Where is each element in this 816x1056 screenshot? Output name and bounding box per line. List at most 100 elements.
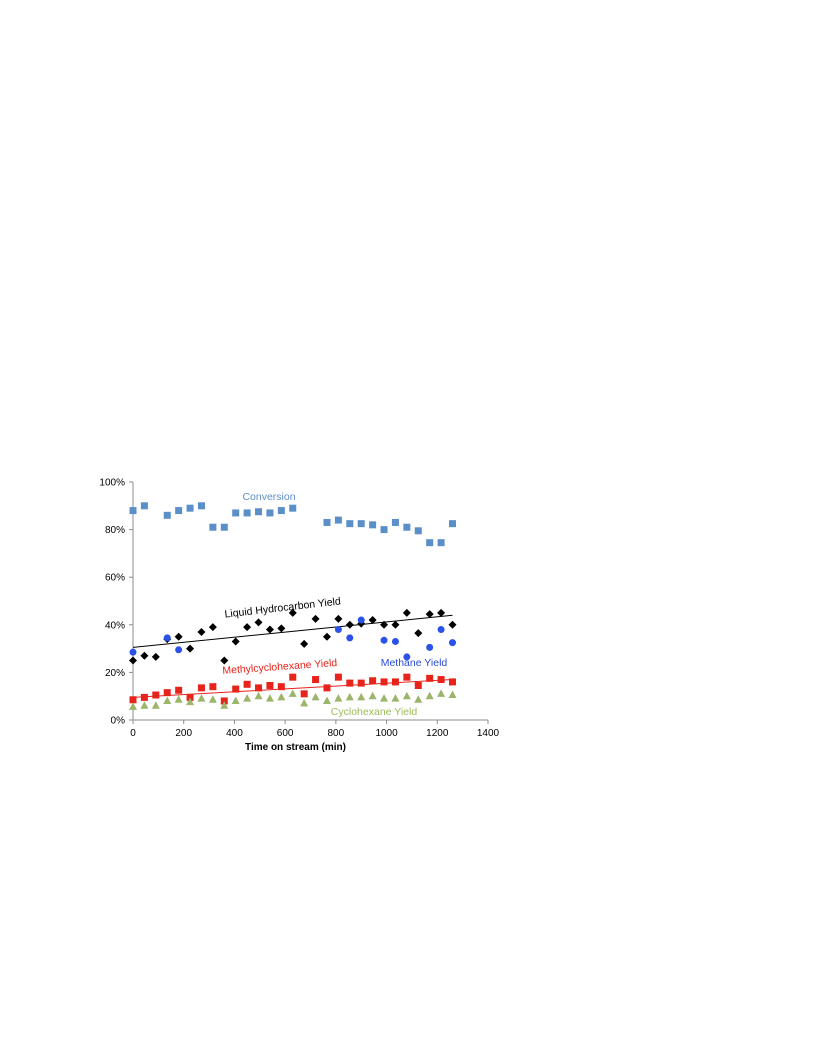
liquid-hydrocarbon-yield-point (151, 652, 160, 661)
conversion-point (346, 520, 354, 528)
data-points (129, 502, 457, 710)
cyclohexane-yield-point (300, 698, 309, 707)
liquid-hydrocarbon-yield-point (129, 656, 137, 665)
liquid-hydrocarbon-yield-point (140, 651, 149, 660)
cyclohexane-yield-point (402, 691, 411, 700)
methylcyclohexane-yield-point (277, 683, 285, 691)
methylcyclohexane-yield-point (380, 678, 388, 686)
conversion-point (334, 516, 342, 524)
liquid-hydrocarbon-yield-point (322, 632, 331, 641)
conversion-point (243, 509, 251, 517)
conversion-label: Conversion (242, 491, 295, 503)
methane-yield-point (426, 643, 434, 651)
methylcyclohexane-yield-point (255, 684, 263, 692)
cyclohexane-yield-point (197, 694, 206, 702)
conversion-point (277, 507, 285, 515)
liquid-hydrocarbon-yield-point (414, 629, 423, 638)
methane-yield-point (449, 639, 456, 647)
conversion-point (186, 504, 194, 512)
conversion-point (209, 523, 217, 531)
methylcyclohexane-yield-point (232, 685, 240, 693)
methylcyclohexane-yield-point (312, 676, 320, 684)
liquid-hydrocarbon-yield-point (391, 620, 400, 629)
liquid-hydrocarbon-yield-point (380, 620, 389, 629)
series-labels: Conversion Liquid Hydrocarbon Yield Methan… (222, 491, 447, 718)
conversion-point (426, 539, 434, 547)
x-tick-label: 600 (277, 728, 294, 739)
conversion-point (220, 523, 228, 531)
conversion-point (437, 539, 445, 547)
methylcyclohexane-yield-point (426, 674, 434, 682)
cyclohexane-yield-point (414, 695, 423, 703)
conversion-point (289, 504, 297, 512)
x-tick-label: 1000 (375, 728, 398, 739)
liquid-hydrocarbon-yield-point (243, 623, 252, 632)
liquid-hydrocarbon-yield-point (402, 608, 411, 617)
y-tick-label: 0% (111, 716, 126, 727)
y-tick-label: 60% (105, 573, 125, 584)
methylcyclohexane-yield-point (414, 681, 422, 689)
conversion-point (391, 518, 399, 526)
cyclohexane-yield-point (391, 694, 400, 702)
liquid-hydrocarbon-yield-point (254, 618, 263, 627)
x-axis-ticks: 0 200 400 600 800 1000 1200 1400 (130, 720, 500, 739)
trendlines (132, 614, 453, 698)
liquid-hydrocarbon-yield-point (300, 639, 309, 648)
methylcyclohexane-yield-point (449, 678, 456, 686)
liquid-hydrocarbon-yield-point (437, 608, 446, 617)
methane-yield-point (175, 646, 183, 654)
liquid-hydrocarbon-yield-point (265, 625, 274, 634)
conversion-point (403, 523, 411, 531)
methane-yield-point (346, 634, 354, 642)
liquid-hydrocarbon-yield-point (231, 637, 240, 646)
x-tick-label: 800 (328, 728, 345, 739)
methylcyclohexane-yield-point (175, 686, 183, 694)
conversion-point (129, 507, 137, 515)
methane-yield-point (391, 637, 399, 645)
cyclohexane-yield-point (243, 694, 252, 702)
methylcyclohexane-yield-point (152, 691, 160, 699)
conversion-point (197, 502, 205, 510)
methylcyclohexane-yield-point (186, 693, 194, 701)
y-tick-label: 100% (99, 478, 125, 489)
liquid-hydrocarbon-yield-point (197, 627, 206, 636)
conversion-point (414, 527, 422, 535)
cyclohexane-yield-point (288, 689, 297, 697)
conversion-point (232, 509, 240, 517)
conversion-point (163, 511, 171, 519)
cyclohexane-yield-point (311, 692, 320, 701)
methylcyclohexane-yield-point (129, 696, 137, 704)
cyclohexane-yield-point (277, 692, 286, 701)
methylcyclohexane-yield-point (357, 679, 365, 687)
cyclohexane-yield-point (151, 701, 160, 709)
liquid-hydrocarbon-yield-point (208, 623, 217, 632)
x-tick-label: 200 (175, 728, 192, 739)
cyclohexane-yield-point (345, 692, 354, 701)
methylcyclohexane-yield-point (140, 693, 148, 701)
methylcyclohexane-yield-point (243, 680, 251, 688)
cyclohexane-yield-point (265, 694, 274, 702)
cyclohexane-yield-point (448, 690, 457, 699)
x-axis-title: Time on stream (min) (245, 742, 346, 753)
methylcyclohexane-yield-label: Methylcyclohexane Yield (222, 657, 338, 677)
methylcyclohexane-yield-point (346, 679, 354, 687)
methylcyclohexane-yield-trendline (132, 679, 453, 698)
liquid-hydrocarbon-yield-point (334, 614, 343, 623)
methylcyclohexane-yield-point (437, 676, 445, 684)
liquid-hydrocarbon-yield-label: Liquid Hydrocarbon Yield (224, 595, 342, 620)
conversion-point (255, 508, 263, 516)
liquid-hydrocarbon-yield-point (311, 614, 320, 623)
liquid-hydrocarbon-yield-point (220, 656, 229, 665)
cyclohexane-yield-point (357, 692, 366, 701)
methylcyclohexane-yield-point (209, 683, 217, 691)
methylcyclohexane-yield-point (323, 684, 331, 692)
cyclohexane-yield-point (437, 689, 446, 697)
x-tick-label: 1200 (426, 728, 449, 739)
liquid-hydrocarbon-yield-point (186, 644, 195, 653)
conversion-point (380, 526, 388, 534)
cyclohexane-yield-point (140, 701, 149, 709)
methylcyclohexane-yield-point (334, 673, 342, 681)
liquid-hydrocarbon-yield-point (345, 620, 354, 629)
cyclohexane-yield-point (368, 691, 377, 700)
methylcyclohexane-yield-point (403, 673, 411, 681)
